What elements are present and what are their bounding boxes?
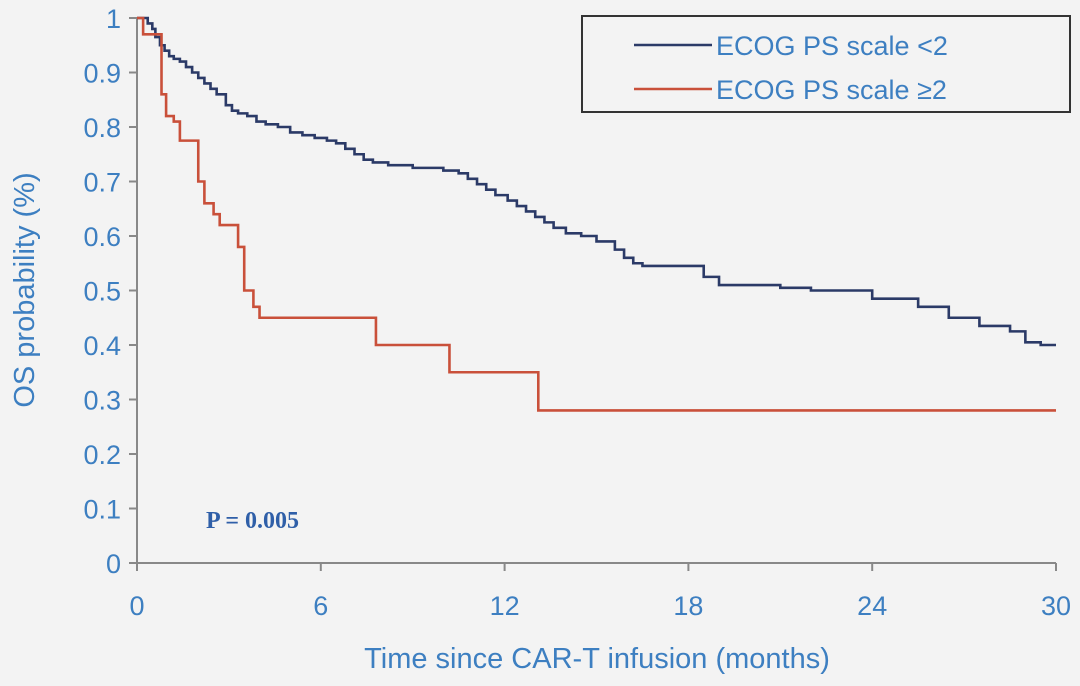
y-tick-label: 0.5 (83, 277, 121, 307)
x-axis-title: Time since CAR-T infusion (months) (364, 643, 830, 675)
legend-box (581, 15, 1071, 113)
x-axis: 0 6 12 18 24 30 (129, 562, 1071, 621)
series-line-1 (137, 16, 1056, 347)
p-value-annotation: P = 0.005 (206, 508, 299, 534)
y-tick-label: 1 (106, 4, 121, 34)
series-group (137, 16, 1056, 412)
y-tick-label: 0.6 (83, 222, 121, 252)
series-line-2 (137, 16, 1056, 412)
x-tick-label: 18 (673, 591, 703, 621)
y-tick-label: 0.3 (83, 386, 121, 416)
y-tick-label: 0 (106, 549, 121, 579)
y-tick-label: 0.2 (83, 440, 121, 470)
legend: ECOG PS scale <2 ECOG PS scale ≥2 (581, 15, 1071, 113)
x-tick-label: 30 (1041, 591, 1071, 621)
y-tick-label: 0.8 (83, 113, 121, 143)
y-axis: 0 0.1 0.2 0.3 0.4 0.5 0.6 0.7 0.8 0.9 1 (83, 4, 138, 579)
legend-label-2: ECOG PS scale ≥2 (716, 75, 947, 105)
x-tick-label: 6 (313, 591, 328, 621)
legend-label-1: ECOG PS scale <2 (716, 31, 948, 61)
x-tick-label: 24 (857, 591, 887, 621)
x-tick-label: 12 (490, 591, 520, 621)
x-tick-label: 0 (129, 591, 144, 621)
y-tick-label: 0.1 (83, 495, 121, 525)
y-axis-title: OS probability (%) (9, 172, 41, 407)
y-tick-label: 0.9 (83, 59, 121, 89)
y-tick-label: 0.4 (83, 331, 121, 361)
y-tick-label: 0.7 (83, 168, 121, 198)
